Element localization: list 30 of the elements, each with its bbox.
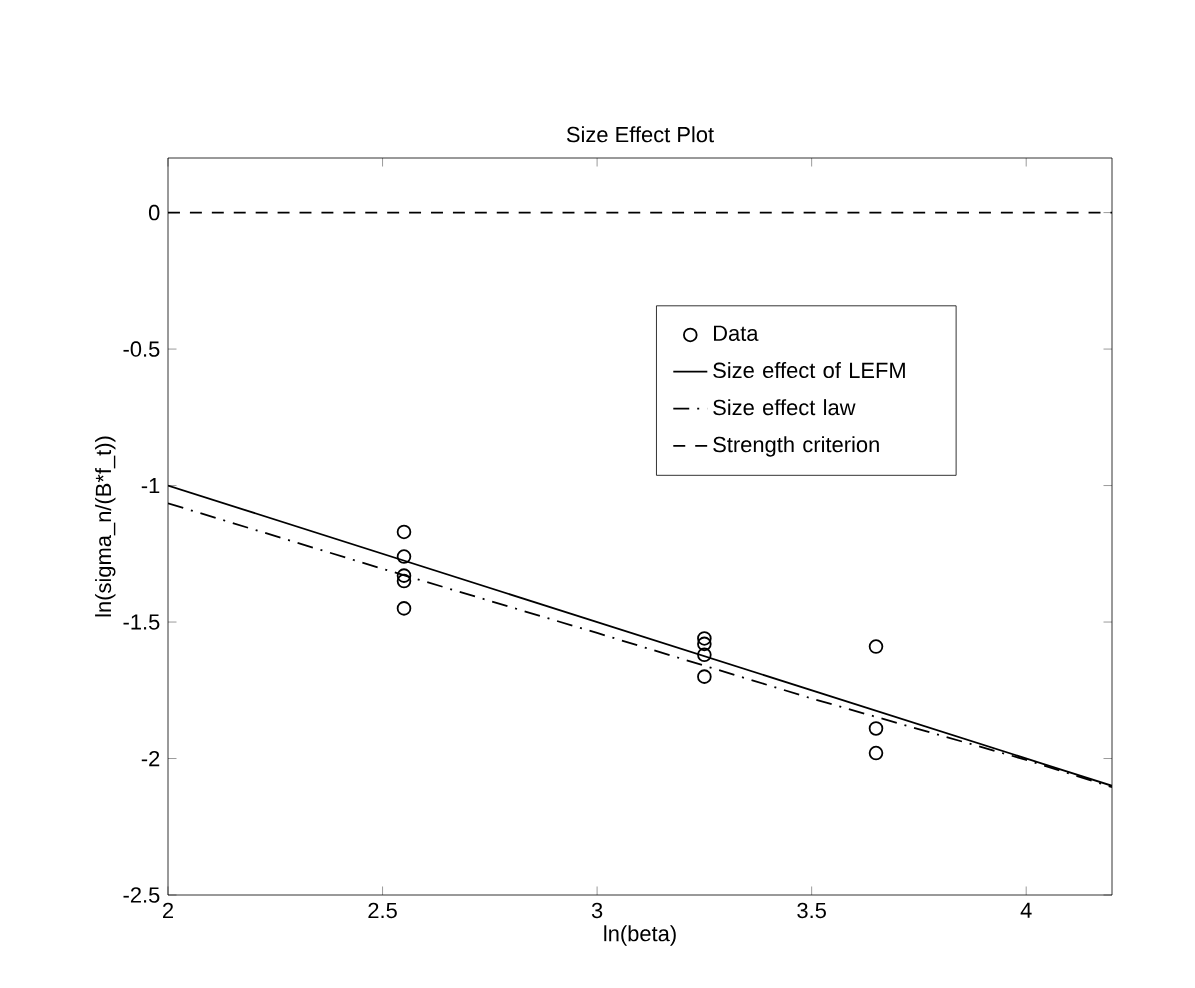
point (396, 524, 412, 540)
point (396, 549, 412, 564)
legend-label: Data (714, 325, 759, 342)
y-tick-label: -1 (141, 478, 160, 494)
point (868, 721, 884, 736)
x-tick-label: 4 (1020, 902, 1032, 918)
y-tick-label: -2.5 (123, 887, 160, 903)
point (697, 631, 712, 646)
point (396, 601, 412, 616)
y-axis-title: ln(sigma_n/(B*f_t)) (95, 436, 116, 617)
legend-label: Strength criterion (713, 436, 879, 457)
y-tick-label: -1.5 (123, 614, 160, 630)
legend-label: Size effect of LEFM (713, 362, 905, 379)
x-tick-label: 3.5 (797, 902, 826, 919)
legend-label: Size effect law (713, 399, 856, 416)
point (868, 745, 884, 761)
point (697, 669, 712, 684)
y-tick-label: -2 (141, 750, 160, 767)
chart-title: Size Effect Plot (566, 126, 714, 143)
x-tick-label: 2 (163, 902, 173, 919)
y-tick-label: -0.5 (123, 341, 160, 357)
point (868, 639, 884, 654)
point (396, 573, 412, 589)
x-tick-label: 3 (591, 902, 603, 919)
y-tick-label: 0 (148, 204, 160, 221)
x-tick-label: 2.5 (368, 902, 397, 919)
point (697, 636, 712, 652)
point (396, 568, 412, 583)
x-axis-title: ln(beta) (604, 925, 676, 946)
point (697, 647, 712, 663)
